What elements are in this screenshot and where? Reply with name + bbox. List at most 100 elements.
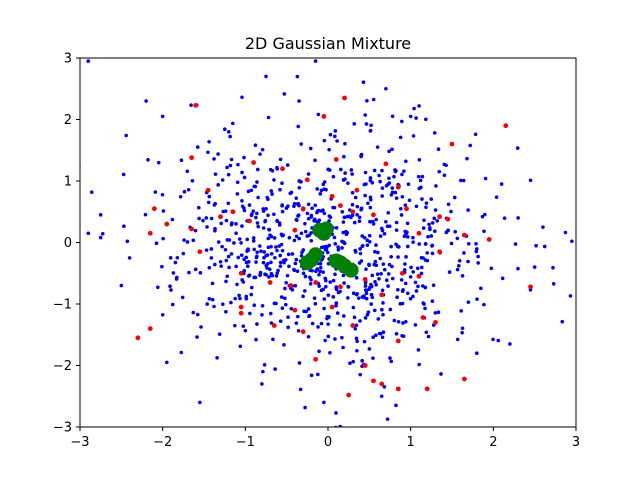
scatter-point (362, 363, 368, 368)
scatter-point (324, 244, 328, 249)
scatter-point (358, 319, 362, 323)
scatter-point (175, 255, 180, 260)
scatter-point (353, 250, 358, 254)
scatter-point (207, 265, 212, 270)
scatter-point (377, 277, 381, 281)
scatter-point (502, 216, 507, 220)
scatter-point (368, 197, 373, 202)
scatter-point (428, 227, 432, 232)
scatter-point (178, 194, 183, 199)
scatter-point (359, 154, 363, 159)
scatter-point (223, 247, 228, 252)
scatter-point (310, 321, 315, 326)
scatter-point (351, 291, 356, 296)
scatter-point (380, 335, 385, 340)
scatter-point (189, 226, 195, 232)
scatter-point (345, 230, 349, 235)
scatter-point (296, 314, 300, 319)
scatter-point (455, 267, 460, 272)
scatter-point (334, 301, 339, 305)
scatter-point (182, 189, 187, 194)
scatter-point (411, 134, 416, 138)
scatter-point (286, 252, 291, 257)
scatter-point (425, 258, 430, 263)
scatter-point (475, 247, 479, 251)
scatter-point (174, 277, 179, 281)
scatter-point (334, 411, 338, 415)
scatter-point (422, 218, 426, 223)
scatter-point (225, 165, 229, 170)
scatter-point (287, 264, 291, 269)
scatter-point (424, 386, 430, 392)
scatter-point (430, 243, 435, 248)
scatter-point (249, 285, 254, 290)
chart-title: 2D Gaussian Mixture (245, 34, 411, 53)
scatter-point (338, 284, 343, 290)
scatter-point (402, 169, 406, 173)
scatter-point (280, 248, 285, 253)
scatter-point (171, 271, 176, 275)
scatter-point (328, 350, 332, 355)
scatter-point (297, 99, 301, 103)
scatter-point (398, 135, 403, 140)
scatter-point (318, 192, 323, 196)
scatter-point (212, 157, 216, 161)
scatter-point (415, 266, 420, 271)
scatter-point (379, 394, 384, 399)
scatter-point (246, 247, 250, 251)
scatter-point (251, 209, 256, 213)
scatter-point (362, 339, 367, 344)
scatter-point (207, 194, 212, 199)
plot-area (80, 59, 574, 427)
scatter-point (310, 206, 314, 211)
scatter-point (390, 147, 394, 152)
scatter-point (378, 256, 383, 261)
scatter-point (435, 219, 440, 223)
scatter-point (386, 284, 390, 288)
scatter-point (248, 311, 252, 316)
scatter-point (373, 279, 377, 284)
scatter-point (292, 267, 296, 272)
scatter-point (333, 242, 338, 246)
scatter-point (323, 338, 327, 343)
scatter-point (238, 304, 244, 310)
scatter-point (179, 158, 184, 162)
scatter-point (272, 236, 277, 240)
scatter-point (329, 193, 335, 199)
scatter-point (242, 175, 247, 180)
scatter-point (181, 251, 186, 256)
scatter-point (382, 267, 387, 272)
scatter-point (405, 235, 410, 239)
scatter-point (439, 372, 443, 376)
scatter-point (303, 274, 308, 279)
scatter-point (213, 226, 217, 231)
scatter-point (355, 292, 359, 296)
scatter-point (269, 189, 274, 193)
scatter-point (227, 130, 231, 134)
scatter-point (261, 226, 266, 230)
scatter-point (292, 202, 297, 206)
scatter-point (370, 295, 375, 300)
scatter-point (387, 181, 392, 185)
scatter-point (185, 169, 190, 174)
scatter-point (240, 278, 244, 282)
scatter-point (339, 167, 343, 172)
scatter-point (460, 326, 465, 331)
scatter-point (235, 282, 239, 287)
scatter-point (359, 207, 363, 212)
scatter-point (271, 323, 277, 328)
scatter-point (309, 238, 314, 243)
scatter-point (343, 141, 347, 146)
scatter-point (193, 102, 199, 108)
scatter-point (328, 280, 333, 284)
scatter-point (466, 208, 470, 212)
scatter-point (279, 232, 284, 237)
scatter-point (418, 178, 423, 183)
scatter-point (285, 273, 290, 278)
scatter-point (156, 160, 161, 165)
scatter-point (275, 165, 279, 170)
scatter-point (338, 424, 343, 427)
scatter-point (198, 271, 203, 275)
scatter-point (417, 362, 421, 367)
scatter-point (316, 325, 320, 329)
